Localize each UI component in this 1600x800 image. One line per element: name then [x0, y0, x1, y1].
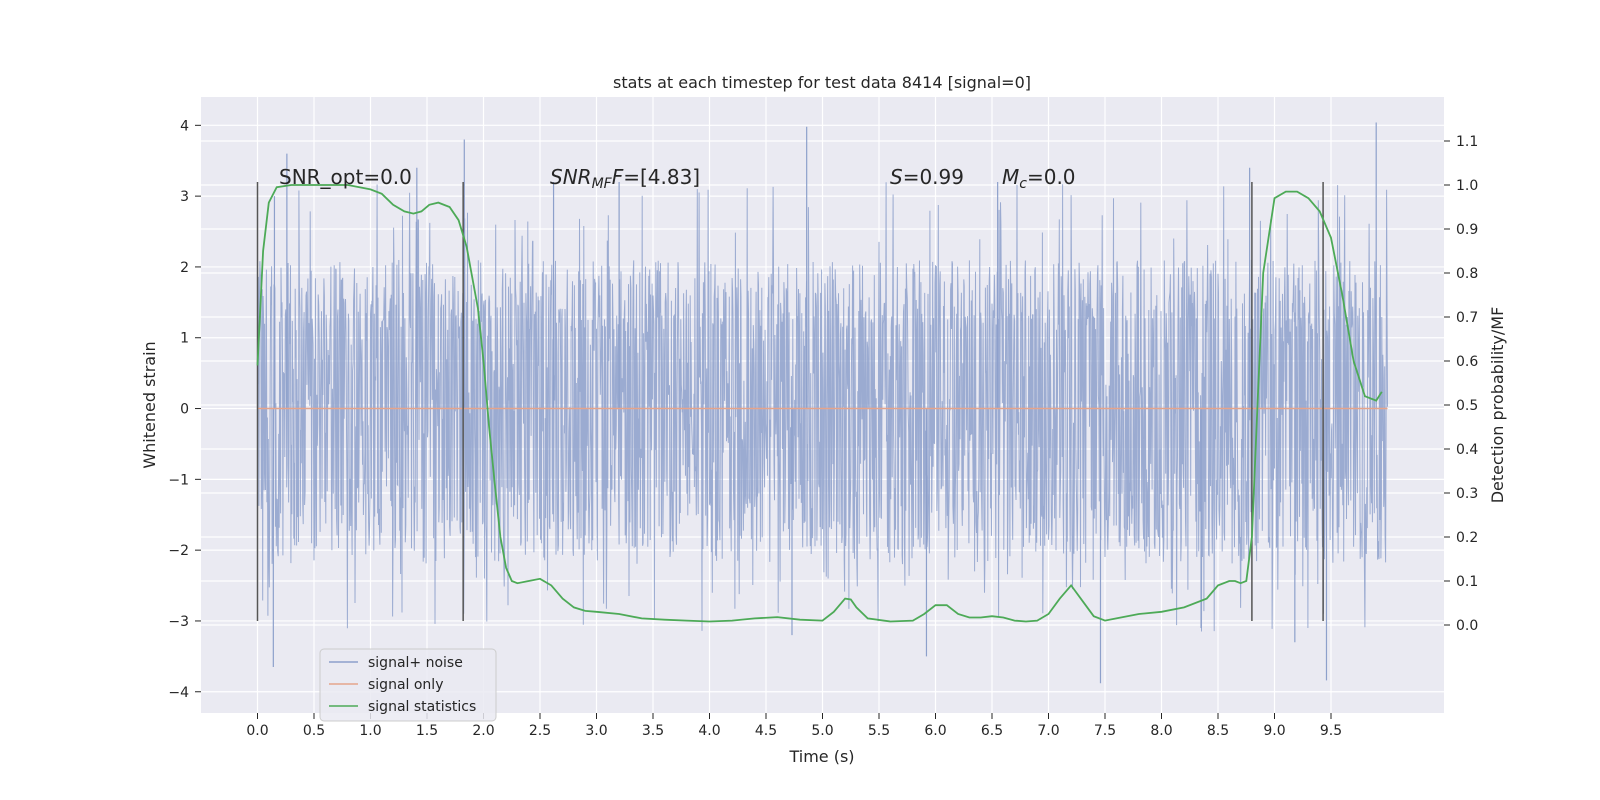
mc-main: M — [1002, 165, 1019, 189]
y2-axis-title: Detection probability/MF — [1488, 307, 1507, 504]
mc-rest: =0.0 — [1027, 165, 1076, 189]
s-rest: =0.99 — [903, 165, 964, 189]
x-tick-label: 0.0 — [246, 723, 268, 739]
y2-tick-label: 1.1 — [1456, 134, 1478, 150]
axes: 0.0 0.5 1.0 1.5 2.0 2.5 3.0 3.5 4.0 4.5 5.0 5.5 6.0 6… — [168, 118, 1478, 739]
annotation-mc: Mc=0.0 — [1002, 165, 1076, 192]
y2-tick-label: 0.4 — [1456, 442, 1478, 458]
x-tick-label: 1.0 — [359, 723, 381, 739]
y2-tick-label: 0.9 — [1456, 222, 1478, 238]
x-tick-label: 7.0 — [1037, 723, 1059, 739]
annotation-s: S=0.99 — [890, 165, 964, 189]
x-tick-label: 2.5 — [529, 723, 551, 739]
y-tick-label: 1 — [180, 331, 189, 347]
x-tick-label: 6.5 — [981, 723, 1003, 739]
x-tick-label: 2.0 — [472, 723, 494, 739]
s-main: S — [890, 165, 903, 189]
y-tick-label: −1 — [168, 472, 189, 488]
y2-tick-label: 0.2 — [1456, 530, 1478, 546]
legend-label-signal: signal only — [368, 677, 443, 693]
y-tick-label: 4 — [180, 118, 189, 134]
annotation-snr-opt: SNR_opt=0.0 — [279, 165, 412, 189]
x-tick-label: 3.0 — [585, 723, 607, 739]
x-tick-label: 5.5 — [868, 723, 890, 739]
legend-box — [319, 648, 497, 722]
snr-mf-sub: MF — [592, 176, 613, 192]
x-tick-label: 6.0 — [924, 723, 946, 739]
legend-label-noise: signal+ noise — [368, 655, 463, 671]
y2-tick-label: 0.6 — [1456, 354, 1478, 370]
y-tick-label: 3 — [180, 189, 189, 205]
x-tick-label: 5.0 — [811, 723, 833, 739]
x-tick-label: 3.5 — [642, 723, 664, 739]
y2-tick-label: 0.0 — [1456, 618, 1478, 634]
annotation-snr-mf: SNRMFF=[4.83] — [550, 165, 700, 192]
legend-label-stats: signal statistics — [368, 699, 476, 715]
legend: signal+ noise signal only signal statist… — [319, 648, 497, 722]
y-tick-label: −2 — [168, 543, 189, 559]
y2-tick-label: 0.1 — [1456, 574, 1478, 590]
noise-series — [257, 122, 1388, 684]
x-tick-label: 8.0 — [1150, 723, 1172, 739]
y-tick-label: 2 — [180, 260, 189, 276]
x-axis-title: Time (s) — [788, 747, 854, 766]
x-tick-label: 8.5 — [1207, 723, 1229, 739]
y2-tick-label: 0.7 — [1456, 310, 1478, 326]
snr-mf-main: SNR — [550, 165, 592, 189]
y2-tick-label: 0.3 — [1456, 486, 1478, 502]
y-tick-label: −3 — [168, 614, 189, 630]
snr-mf-rest: =[4.83] — [623, 165, 700, 189]
x-tick-label: 9.0 — [1263, 723, 1285, 739]
y2-tick-label: 0.5 — [1456, 398, 1478, 414]
y2-tick-label: 1.0 — [1456, 178, 1478, 194]
signal-noise-line — [257, 182, 1388, 632]
x-tick-label: 9.5 — [1320, 723, 1342, 739]
x-tick-label: 7.5 — [1094, 723, 1116, 739]
y-tick-label: 0 — [180, 402, 189, 418]
y2-tick-label: 0.8 — [1456, 266, 1478, 282]
y-axis-title: Whitened strain — [140, 341, 159, 468]
x-tick-label: 4.0 — [698, 723, 720, 739]
chart-title: stats at each timestep for test data 841… — [613, 73, 1031, 92]
x-tick-label: 1.5 — [416, 723, 438, 739]
snr-mf-f: F — [612, 165, 624, 189]
mc-sub: c — [1019, 176, 1027, 192]
signal-statistics-line — [256, 184, 1383, 623]
y-tick-label: −4 — [168, 685, 189, 701]
data-layer — [256, 181, 1388, 623]
x-tick-label: 4.5 — [755, 723, 777, 739]
x-tick-label: 0.5 — [303, 723, 325, 739]
